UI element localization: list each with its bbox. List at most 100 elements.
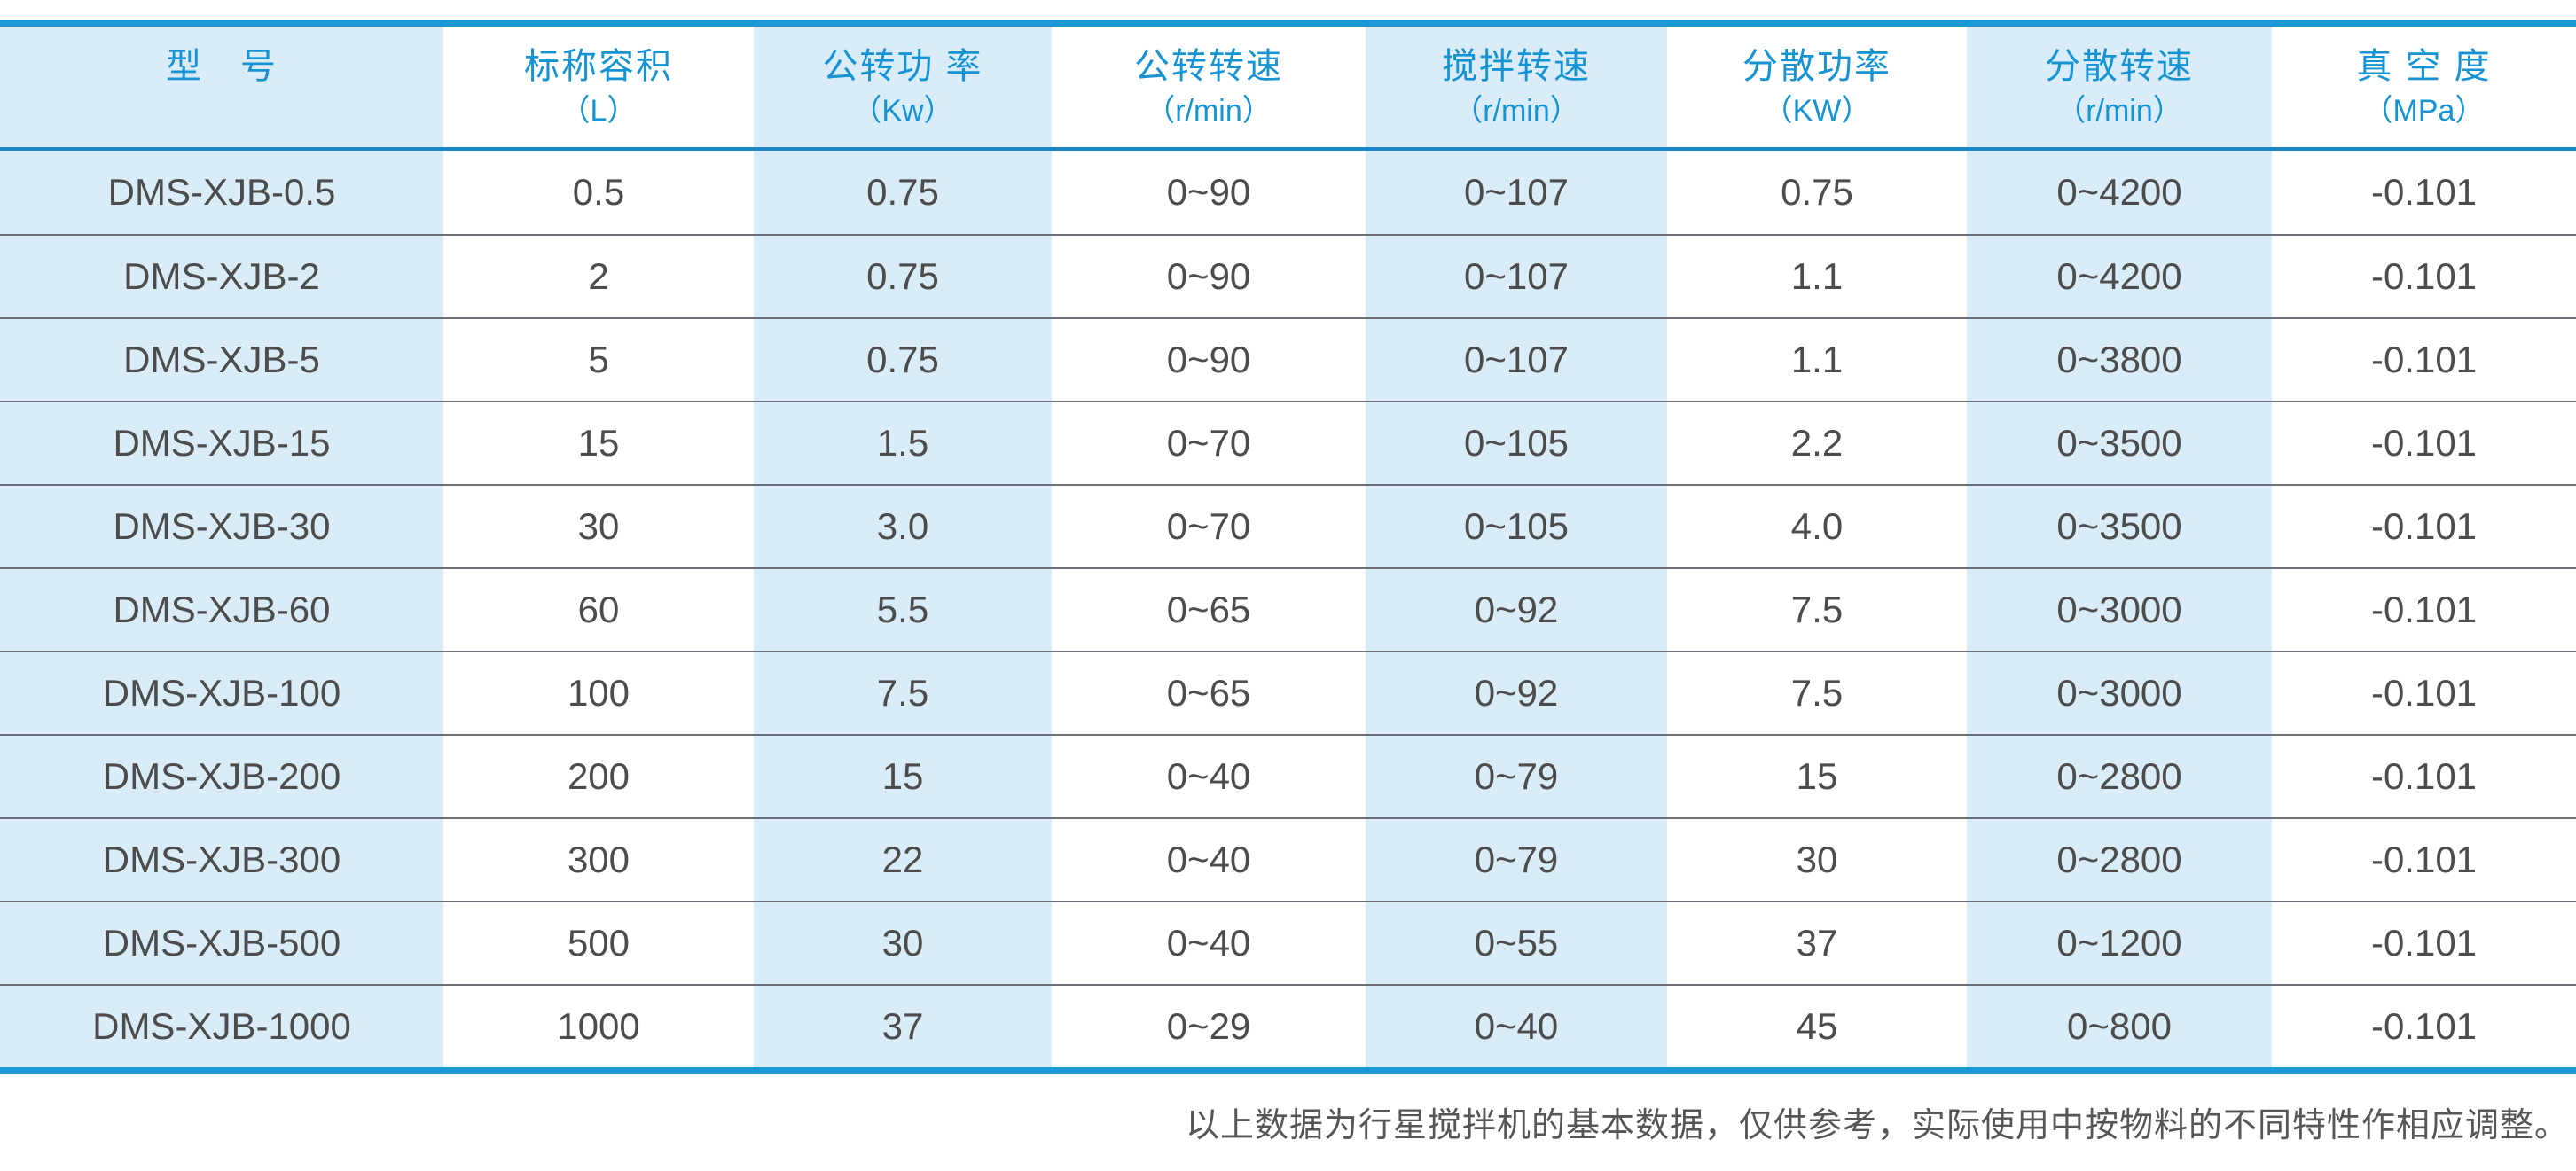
table-row: DMS-XJB-60 60 5.5 0~65 0~92 7.5 0~3000 -… [0,567,2576,651]
value-cell: 0~2800 [1967,817,2272,901]
col-header-name: 搅拌转速 [1442,47,1591,86]
value-cell: 0~92 [1366,567,1667,651]
value-cell: 0~40 [1052,901,1366,984]
col-header-unit: （Kw） [851,94,954,128]
value-cell: 0~40 [1366,984,1667,1067]
table-header: 型 号 标称容积 （L） 公转功 率 （Kw） 公转转速 （r/min） 搅拌转… [0,27,2576,151]
value-cell: 1.1 [1667,317,1967,401]
value-cell: 0.75 [754,317,1052,401]
value-cell: 0~4200 [1967,234,2272,317]
model-cell: DMS-XJB-5 [0,317,443,401]
value-cell: 0~29 [1052,984,1366,1067]
value-cell: 0.5 [443,151,754,234]
value-cell: 60 [443,567,754,651]
spec-table: 型 号 标称容积 （L） 公转功 率 （Kw） 公转转速 （r/min） 搅拌转… [0,20,2576,1074]
value-cell: 0~107 [1366,234,1667,317]
col-header-name: 公转功 率 [822,47,983,86]
value-cell: 0~90 [1052,234,1366,317]
value-cell: 0~1200 [1967,901,2272,984]
value-cell: 0~2800 [1967,734,2272,817]
model-cell: DMS-XJB-500 [0,901,443,984]
value-cell: 0~3500 [1967,484,2272,567]
col-header-unit: （r/min） [1452,94,1580,128]
value-cell: 0~65 [1052,651,1366,734]
value-cell: 0~79 [1366,817,1667,901]
col-header-name: 型 号 [166,47,278,86]
col-header-dispersion-speed: 分散转速 （r/min） [1967,27,2272,151]
model-cell: DMS-XJB-60 [0,567,443,651]
col-header-nominal-capacity: 标称容积 （L） [443,27,754,151]
value-cell: 37 [754,984,1052,1067]
value-cell: 0~3500 [1967,401,2272,484]
col-header-unit: （L） [560,94,638,128]
col-header-dispersion-power: 分散功率 （KW） [1667,27,1967,151]
col-header-revolution-power: 公转功 率 （Kw） [754,27,1052,151]
model-cell: DMS-XJB-15 [0,401,443,484]
model-cell: DMS-XJB-1000 [0,984,443,1067]
value-cell: 3.0 [754,484,1052,567]
value-cell: -0.101 [2272,901,2576,984]
col-header-vacuum-degree: 真 空 度 （MPa） [2272,27,2576,151]
value-cell: 0~40 [1052,734,1366,817]
table-row: DMS-XJB-500 500 30 0~40 0~55 37 0~1200 -… [0,901,2576,984]
col-header-name: 分散功率 [1742,47,1891,86]
value-cell: 0~800 [1967,984,2272,1067]
value-cell: 0~90 [1052,151,1366,234]
value-cell: 0~40 [1052,817,1366,901]
value-cell: 0~105 [1366,484,1667,567]
value-cell: 5 [443,317,754,401]
value-cell: 22 [754,817,1052,901]
col-header-unit: （r/min） [2055,94,2183,128]
value-cell: 200 [443,734,754,817]
value-cell: 0~65 [1052,567,1366,651]
col-header-revolution-speed: 公转转速 （r/min） [1052,27,1366,151]
value-cell: 4.0 [1667,484,1967,567]
table-row: DMS-XJB-100 100 7.5 0~65 0~92 7.5 0~3000… [0,651,2576,734]
value-cell: 0~79 [1366,734,1667,817]
col-header-name: 公转转速 [1134,47,1283,86]
value-cell: 0.75 [754,234,1052,317]
col-header-model: 型 号 [0,27,443,151]
value-cell: 0.75 [754,151,1052,234]
value-cell: 0~55 [1366,901,1667,984]
col-header-unit [0,90,443,131]
col-header-unit: （MPa） [2362,94,2486,128]
col-header-unit: （r/min） [1145,94,1272,128]
table-row: DMS-XJB-0.5 0.5 0.75 0~90 0~107 0.75 0~4… [0,151,2576,234]
value-cell: 37 [1667,901,1967,984]
value-cell: 0.75 [1667,151,1967,234]
value-cell: 30 [443,484,754,567]
value-cell: 500 [443,901,754,984]
value-cell: 0~4200 [1967,151,2272,234]
value-cell: 7.5 [1667,651,1967,734]
value-cell: 2 [443,234,754,317]
value-cell: 45 [1667,984,1967,1067]
value-cell: -0.101 [2272,651,2576,734]
col-header-name: 标称容积 [524,47,673,86]
value-cell: 0~70 [1052,484,1366,567]
value-cell: -0.101 [2272,151,2576,234]
value-cell: -0.101 [2272,984,2576,1067]
table-row: DMS-XJB-5 5 0.75 0~90 0~107 1.1 0~3800 -… [0,317,2576,401]
value-cell: -0.101 [2272,401,2576,484]
model-cell: DMS-XJB-200 [0,734,443,817]
spec-sheet-page: 型 号 标称容积 （L） 公转功 率 （Kw） 公转转速 （r/min） 搅拌转… [0,20,2576,1171]
model-cell: DMS-XJB-0.5 [0,151,443,234]
value-cell: 0~3800 [1967,317,2272,401]
value-cell: -0.101 [2272,567,2576,651]
value-cell: -0.101 [2272,484,2576,567]
value-cell: 0~70 [1052,401,1366,484]
table-row: DMS-XJB-2 2 0.75 0~90 0~107 1.1 0~4200 -… [0,234,2576,317]
footnote: 以上数据为行星搅拌机的基本数据，仅供参考，实际使用中按物料的不同特性作相应调整。 [1185,1105,2569,1144]
col-header-name: 分散转速 [2045,47,2194,86]
col-header-unit: （KW） [1762,94,1872,128]
value-cell: 0~3000 [1967,651,2272,734]
value-cell: 2.2 [1667,401,1967,484]
value-cell: 1.1 [1667,234,1967,317]
model-cell: DMS-XJB-300 [0,817,443,901]
value-cell: 5.5 [754,567,1052,651]
value-cell: 300 [443,817,754,901]
value-cell: 1.5 [754,401,1052,484]
value-cell: 15 [443,401,754,484]
table-row: DMS-XJB-15 15 1.5 0~70 0~105 2.2 0~3500 … [0,401,2576,484]
